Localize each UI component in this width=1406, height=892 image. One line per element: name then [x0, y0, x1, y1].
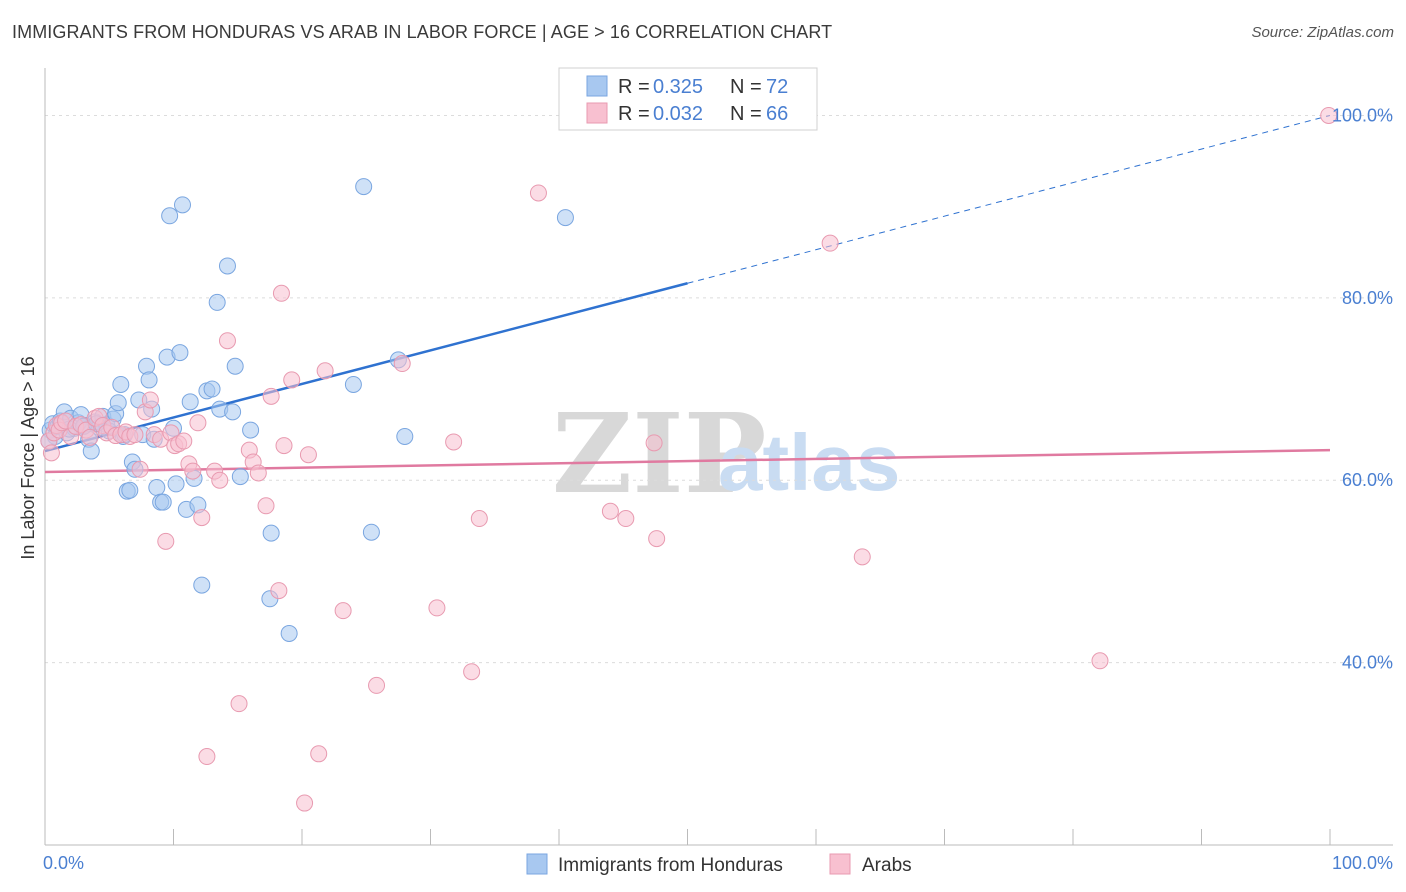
arabs-point-63: [617, 510, 635, 528]
arabs-point-59: [463, 663, 481, 681]
legend-n-value-honduras: 72: [766, 76, 788, 98]
arabs-point-44: [257, 497, 275, 515]
chart-source: Source: ZipAtlas.com: [1251, 24, 1394, 41]
legend-r-label-arabs: R =: [618, 103, 650, 125]
legend-r-label-honduras: R =: [618, 76, 650, 98]
arabs-point-64: [645, 434, 663, 452]
honduras-point-38: [161, 207, 179, 225]
arabs-point-11: [81, 428, 99, 446]
arabs-point-62: [601, 502, 619, 520]
honduras-trend-line: [44, 282, 688, 453]
honduras-point-58: [262, 524, 280, 542]
honduras-point-61: [355, 178, 373, 196]
y-tick-label-2: 80.0%: [1342, 288, 1393, 308]
arabs-point-69: [1320, 106, 1338, 124]
arabs-point-38: [211, 471, 229, 489]
honduras-point-44: [181, 393, 199, 411]
arabs-point-60: [470, 510, 488, 528]
legend-r-value-honduras: 0.325: [653, 76, 703, 98]
y-tick-label-1: 60.0%: [1342, 470, 1393, 490]
honduras-point-53: [224, 403, 242, 421]
legend-n-label-arabs: N =: [730, 103, 762, 125]
arabs-point-66: [821, 234, 839, 252]
honduras-point-47: [193, 576, 211, 594]
arabs-point-21: [126, 426, 144, 444]
honduras-point-59: [280, 624, 298, 642]
legend-n-value-arabs: 66: [766, 103, 788, 125]
arabs-point-68: [1091, 652, 1109, 670]
arabs-point-52: [310, 745, 328, 763]
arabs-point-45: [262, 387, 280, 405]
arabs-point-55: [368, 676, 386, 694]
legend-swatch-honduras: [586, 75, 608, 97]
legend-swatch-arabs: [586, 102, 608, 124]
honduras-point-31: [140, 371, 158, 389]
honduras-point-55: [231, 468, 249, 486]
correlation-legend: R = 0.325 N = 72 R = 0.032 N = 66: [558, 67, 818, 131]
arabs-point-24: [141, 391, 159, 409]
arabs-point-31: [175, 432, 193, 450]
y-tick-label-3: 100.0%: [1332, 105, 1393, 125]
honduras-point-54: [226, 357, 244, 375]
arabs-point-39: [218, 332, 236, 350]
legend-n-label-honduras: N =: [730, 76, 762, 98]
honduras-point-60: [344, 375, 362, 393]
arabs-point-50: [296, 794, 314, 812]
honduras-point-50: [208, 293, 226, 311]
honduras-trend-line-extension: [687, 114, 1331, 284]
arabs-point-67: [853, 548, 871, 566]
arabs-point-40: [230, 695, 248, 713]
bottom-legend-swatch-arabs: [829, 853, 851, 875]
arabs-point-35: [193, 509, 211, 527]
chart-title: IMMIGRANTS FROM HONDURAS VS ARAB IN LABO…: [12, 22, 833, 42]
y-axis-label: In Labor Force | Age > 16: [18, 356, 38, 559]
arabs-point-56: [393, 355, 411, 373]
bottom-legend-label-honduras: Immigrants from Honduras: [558, 855, 783, 876]
honduras-point-66: [556, 209, 574, 227]
arabs-point-34: [189, 414, 207, 432]
honduras-point-22: [112, 375, 130, 393]
honduras-point-21: [109, 394, 127, 412]
legend-r-value-arabs: 0.032: [653, 103, 703, 125]
arabs-point-54: [334, 602, 352, 620]
honduras-point-52: [218, 257, 236, 275]
arabs-point-61: [529, 184, 547, 202]
arabs-point-33: [184, 462, 202, 480]
arabs-point-47: [272, 284, 290, 302]
watermark-zip: ZIP: [552, 389, 766, 518]
arabs-point-48: [275, 437, 293, 455]
arabs-point-43: [249, 464, 267, 482]
arabs-point-27: [157, 532, 175, 550]
x-tick-label-min: 0.0%: [43, 853, 84, 873]
y-tick-labels: 40.0% 60.0% 80.0% 100.0%: [1332, 105, 1393, 672]
honduras-point-25: [121, 481, 139, 499]
honduras-point-49: [203, 380, 221, 398]
honduras-point-40: [167, 475, 185, 493]
arabs-point-46: [270, 582, 288, 600]
arabs-point-1: [42, 444, 60, 462]
honduras-point-42: [173, 196, 191, 214]
arabs-point-58: [445, 433, 463, 451]
arabs-point-57: [428, 599, 446, 617]
arabs-point-49: [283, 371, 301, 389]
honduras-point-56: [242, 421, 260, 439]
arabs-point-36: [198, 748, 216, 766]
honduras-point-36: [154, 493, 172, 511]
arabs-point-51: [299, 446, 317, 464]
y-tick-label-0: 40.0%: [1342, 653, 1393, 673]
honduras-point-34: [148, 479, 166, 497]
arabs-point-22: [131, 460, 149, 478]
arabs-point-65: [648, 530, 666, 548]
watermark-atlas: atlas: [718, 418, 900, 507]
arabs-point-53: [316, 362, 334, 380]
bottom-legend-label-arabs: Arabs: [862, 855, 912, 876]
x-tick-label-max: 100.0%: [1332, 853, 1393, 873]
honduras-point-41: [171, 344, 189, 362]
bottom-legend-swatch-honduras: [526, 853, 548, 875]
honduras-point-62: [362, 523, 380, 541]
honduras-point-64: [396, 427, 414, 445]
series-legend: Immigrants from Honduras Arabs: [526, 853, 912, 876]
